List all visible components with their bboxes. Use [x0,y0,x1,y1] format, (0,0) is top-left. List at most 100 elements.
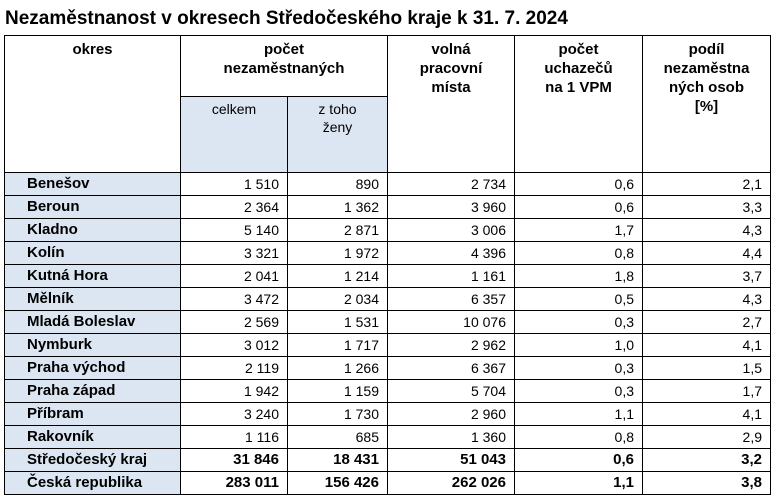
cell-volna: 10 076 [387,310,515,334]
cell-uchazecu: 1,0 [514,333,643,357]
cell-celkem: 1 116 [180,425,288,449]
cell-okres: Kolín [4,241,181,265]
cell-uchazecu: 1,1 [514,471,643,495]
cell-volna: 2 962 [387,333,515,357]
cell-uchazecu: 0,6 [514,172,643,196]
cell-zeny: 1 266 [287,356,388,380]
cell-zeny: 1 362 [287,195,388,219]
cell-uchazecu: 1,1 [514,402,643,426]
table-row: Nymburk 3 012 1 717 2 962 1,0 4,1 [4,333,771,357]
cell-volna: 3 006 [387,218,515,242]
cell-uchazecu: 0,5 [514,287,643,311]
cell-okres: Kutná Hora [4,264,181,288]
table-row: Kladno 5 140 2 871 3 006 1,7 4,3 [4,218,771,242]
header-celkem: celkem [180,96,288,173]
cell-okres: Kladno [4,218,181,242]
unemployment-table: okres počet nezaměstnaných volná pracovn… [4,35,771,495]
cell-podil: 3,7 [642,264,771,288]
cell-uchazecu: 0,3 [514,356,643,380]
cell-volna: 1 360 [387,425,515,449]
table-row: Praha západ 1 942 1 159 5 704 0,3 1,7 [4,379,771,403]
cell-uchazecu: 0,6 [514,195,643,219]
table-row: Beroun 2 364 1 362 3 960 0,6 3,3 [4,195,771,219]
cell-celkem: 283 011 [180,471,288,495]
cell-podil: 4,4 [642,241,771,265]
header-uchazecu: počet uchazečů na 1 VPM [514,35,643,173]
cell-podil: 2,1 [642,172,771,196]
cell-podil: 4,3 [642,218,771,242]
cell-zeny: 2 871 [287,218,388,242]
cell-uchazecu: 1,7 [514,218,643,242]
cell-okres: Mělník [4,287,181,311]
cell-podil: 2,7 [642,310,771,334]
table-body: Benešov 1 510 890 2 734 0,6 2,1 Beroun 2 364 1 3… [4,172,771,495]
cell-okres: Příbram [4,402,181,426]
cell-zeny: 2 034 [287,287,388,311]
table-row: Mladá Boleslav 2 569 1 531 10 076 0,3 2,7 [4,310,771,334]
cell-celkem: 2 569 [180,310,288,334]
cell-podil: 1,7 [642,379,771,403]
cell-zeny: 1 717 [287,333,388,357]
cell-okres: Mladá Boleslav [4,310,181,334]
cell-okres: Středočeský kraj [4,448,181,472]
cell-zeny: 156 426 [287,471,388,495]
table-row: Kutná Hora 2 041 1 214 1 161 1,8 3,7 [4,264,771,288]
cell-celkem: 3 321 [180,241,288,265]
cell-celkem: 1 510 [180,172,288,196]
cell-uchazecu: 0,6 [514,448,643,472]
cell-celkem: 5 140 [180,218,288,242]
cell-zeny: 1 214 [287,264,388,288]
cell-volna: 2 960 [387,402,515,426]
cell-volna: 3 960 [387,195,515,219]
cell-uchazecu: 0,3 [514,379,643,403]
cell-volna: 6 367 [387,356,515,380]
cell-celkem: 2 041 [180,264,288,288]
cell-podil: 1,5 [642,356,771,380]
header-podil: podíl nezaměstna ných osob [%] [642,35,771,173]
cell-celkem: 2 364 [180,195,288,219]
table-row: Česká republika 283 011 156 426 262 026 1,1 3… [4,471,771,495]
cell-zeny: 685 [287,425,388,449]
cell-uchazecu: 1,8 [514,264,643,288]
cell-zeny: 18 431 [287,448,388,472]
table-row: Benešov 1 510 890 2 734 0,6 2,1 [4,172,771,196]
cell-uchazecu: 0,3 [514,310,643,334]
header-pocet: počet nezaměstnaných [180,35,388,97]
table-row: Praha východ 2 119 1 266 6 367 0,3 1,5 [4,356,771,380]
cell-okres: Nymburk [4,333,181,357]
page-title: Nezaměstnanost v okresech Středočeského … [5,8,568,29]
cell-volna: 51 043 [387,448,515,472]
cell-podil: 3,8 [642,471,771,495]
cell-volna: 4 396 [387,241,515,265]
table-row: Středočeský kraj 31 846 18 431 51 043 0,6 3,2 [4,448,771,472]
cell-okres: Praha východ [4,356,181,380]
cell-podil: 2,9 [642,425,771,449]
cell-okres: Benešov [4,172,181,196]
header-zeny: z toho ženy [287,96,388,173]
cell-volna: 1 161 [387,264,515,288]
cell-okres: Praha západ [4,379,181,403]
cell-podil: 4,1 [642,402,771,426]
cell-volna: 6 357 [387,287,515,311]
cell-volna: 5 704 [387,379,515,403]
cell-volna: 262 026 [387,471,515,495]
cell-celkem: 2 119 [180,356,288,380]
cell-zeny: 1 972 [287,241,388,265]
cell-uchazecu: 0,8 [514,425,643,449]
header-okres: okres [4,35,181,173]
table-row: Rakovník 1 116 685 1 360 0,8 2,9 [4,425,771,449]
cell-celkem: 31 846 [180,448,288,472]
header-volna-mista: volná pracovní místa [387,35,515,173]
table-row: Kolín 3 321 1 972 4 396 0,8 4,4 [4,241,771,265]
cell-podil: 3,2 [642,448,771,472]
cell-podil: 4,1 [642,333,771,357]
cell-okres: Beroun [4,195,181,219]
cell-zeny: 1 531 [287,310,388,334]
cell-uchazecu: 0,8 [514,241,643,265]
cell-okres: Česká republika [4,471,181,495]
cell-celkem: 3 240 [180,402,288,426]
cell-podil: 3,3 [642,195,771,219]
cell-volna: 2 734 [387,172,515,196]
cell-zeny: 890 [287,172,388,196]
cell-celkem: 1 942 [180,379,288,403]
